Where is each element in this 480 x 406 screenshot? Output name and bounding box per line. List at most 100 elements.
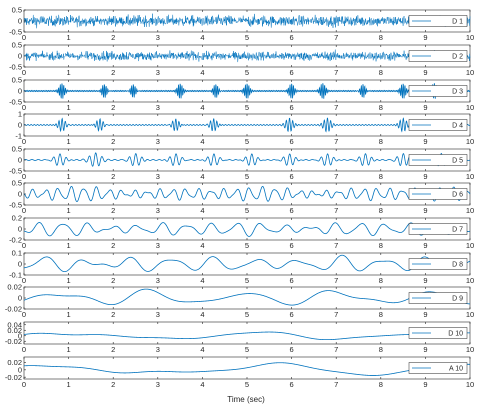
y-tick-label: 0: [18, 365, 22, 374]
y-tick-label: 0: [18, 260, 22, 269]
x-tick-label: 7: [334, 241, 338, 250]
x-tick-label: 7: [334, 33, 338, 42]
y-tick-label: -0.5: [9, 201, 22, 210]
x-tick-label: 1: [67, 172, 71, 181]
x-tick-label: 0: [22, 68, 26, 77]
x-tick-label: 10: [466, 241, 474, 250]
y-tick-label: 0: [18, 190, 22, 199]
y-tick-label: -0.02: [5, 337, 22, 346]
x-tick-label: 4: [200, 310, 204, 319]
y-tick-label: 0: [18, 17, 22, 26]
x-tick-label: 9: [423, 241, 427, 250]
y-tick-label: 0.02: [7, 358, 22, 367]
x-tick-label: 3: [156, 172, 160, 181]
x-tick-label: 9: [423, 33, 427, 42]
x-tick-label: 3: [156, 206, 160, 215]
x-tick-label: 9: [423, 172, 427, 181]
x-tick-label: 8: [379, 137, 383, 146]
x-tick-label: 9: [423, 276, 427, 285]
x-tick-label: 4: [200, 380, 204, 389]
x-tick-label: 9: [423, 380, 427, 389]
y-tick-label: 0: [18, 331, 22, 340]
x-tick-label: 8: [379, 380, 383, 389]
y-tick-label: 0.5: [12, 76, 22, 85]
x-tick-label: 6: [290, 345, 294, 354]
x-tick-label: 4: [200, 103, 204, 112]
panel-d10: 0 1 2 3 4 5 6 7 8 9 100.040.020-0.02D 10: [5, 320, 474, 354]
x-tick-label: 5: [245, 68, 249, 77]
x-tick-label: 10: [466, 380, 474, 389]
x-tick-label: 9: [423, 137, 427, 146]
x-tick-label: 6: [290, 33, 294, 42]
y-tick-label: -1: [15, 132, 22, 141]
x-tick-label: 1: [67, 310, 71, 319]
x-tick-label: 0: [22, 206, 26, 215]
panel-a10: 0 1 2 3 4 5 6 7 8 9 100.020-0.02A 10: [5, 356, 474, 389]
legend-box: [408, 258, 468, 270]
x-tick-label: 3: [156, 241, 160, 250]
y-tick-label: 0.02: [7, 283, 22, 292]
x-tick-label: 7: [334, 137, 338, 146]
x-tick-label: 6: [290, 172, 294, 181]
legend-box: [408, 223, 468, 235]
x-tick-label: 5: [245, 380, 249, 389]
x-tick-label: 6: [290, 380, 294, 389]
x-tick-label: 4: [200, 276, 204, 285]
y-tick-label: -0.02: [5, 305, 22, 314]
y-tick-label: -0.5: [9, 63, 22, 72]
legend-label: D 5: [452, 158, 463, 165]
y-tick-label: -0.02: [5, 373, 22, 382]
y-tick-label: 0.02: [7, 326, 22, 335]
x-tick-label: 1: [67, 345, 71, 354]
legend-label: D 2: [452, 54, 463, 61]
x-tick-label: 1: [67, 68, 71, 77]
y-tick-label: 0: [18, 294, 22, 303]
x-tick-label: 5: [245, 172, 249, 181]
x-tick-label: 5: [245, 345, 249, 354]
y-tick-label: 0.5: [12, 179, 22, 188]
x-tick-label: 4: [200, 33, 204, 42]
x-tick-label: 3: [156, 137, 160, 146]
y-tick-label: -0.2: [9, 236, 22, 245]
y-tick-label: 0: [18, 52, 22, 61]
x-tick-label: 5: [245, 103, 249, 112]
legend-box: [408, 327, 468, 339]
legend-label: D 4: [452, 123, 463, 130]
x-tick-label: 1: [67, 241, 71, 250]
x-tick-label: 5: [245, 33, 249, 42]
x-tick-label: 2: [111, 241, 115, 250]
panel-d6: 0 1 2 3 4 5 6 7 8 9 100.50-0.5D 6: [9, 179, 474, 215]
x-tick-label: 8: [379, 276, 383, 285]
legend-label: D 8: [452, 262, 463, 269]
y-tick-label: 1: [18, 110, 22, 119]
x-tick-label: 5: [245, 137, 249, 146]
x-axis-label: Time (sec): [227, 395, 265, 404]
y-tick-label: 0: [18, 121, 22, 130]
y-tick-label: 0.5: [12, 41, 22, 50]
x-tick-label: 8: [379, 206, 383, 215]
signal-line: [23, 331, 471, 341]
x-tick-label: 9: [423, 206, 427, 215]
x-tick-label: 0: [22, 33, 26, 42]
panel-d1: 0 1 2 3 4 5 6 7 8 9 100.50-0.5D 1: [9, 6, 474, 42]
x-tick-label: 8: [379, 33, 383, 42]
x-tick-label: 2: [111, 137, 115, 146]
x-tick-label: 10: [466, 33, 474, 42]
signal-line: [23, 83, 471, 99]
x-tick-label: 6: [290, 137, 294, 146]
legend-label: A 10: [449, 366, 463, 373]
x-tick-label: 9: [423, 310, 427, 319]
signal-line: [23, 185, 471, 203]
x-tick-label: 0: [22, 241, 26, 250]
x-tick-label: 2: [111, 206, 115, 215]
signal-line: [23, 222, 471, 237]
x-tick-label: 2: [111, 33, 115, 42]
x-tick-label: 0: [22, 310, 26, 319]
x-tick-label: 6: [290, 103, 294, 112]
axes-box: [23, 217, 471, 241]
x-tick-label: 5: [245, 276, 249, 285]
y-tick-label: 0.1: [12, 249, 22, 258]
panel-d3: 0 1 2 3 4 5 6 7 8 9 100.50-0.5D 3: [9, 76, 474, 112]
x-tick-label: 7: [334, 103, 338, 112]
